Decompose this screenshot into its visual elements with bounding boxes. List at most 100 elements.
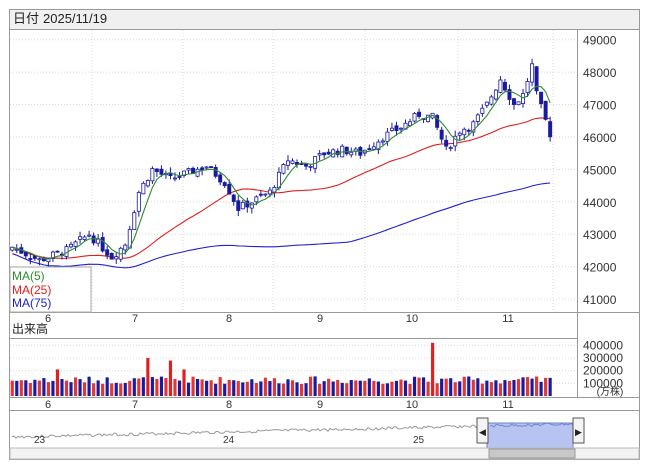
- volume-bar: [372, 380, 376, 396]
- volume-bar: [290, 380, 295, 396]
- candle-body: [502, 81, 507, 91]
- header-bar: [10, 10, 639, 29]
- volume-bar: [119, 383, 123, 396]
- volume-bar: [390, 381, 394, 396]
- price-tick-label: 44000: [583, 196, 617, 210]
- volume-bar: [281, 383, 286, 396]
- candle-body: [159, 168, 164, 175]
- volume-bar: [186, 382, 191, 396]
- volume-bar: [327, 378, 331, 396]
- date-value: 2025/11/19: [43, 11, 107, 26]
- volume-bar: [449, 378, 453, 396]
- candle-body: [290, 160, 295, 164]
- candle-body: [10, 246, 15, 251]
- candle-body: [398, 127, 403, 130]
- navigator-history-line: [11, 424, 489, 439]
- navigator-right-handle[interactable]: [572, 417, 585, 444]
- x-axis-labels: 6 6 7 7 8 8 9 9 10 10 11 11: [45, 313, 514, 411]
- candle-body: [317, 153, 322, 156]
- candle-body: [209, 166, 214, 169]
- candle-body: [521, 93, 526, 104]
- volume-bar: [530, 378, 534, 396]
- navigator-left-handle[interactable]: [476, 417, 489, 444]
- volume-title: 出来高: [12, 321, 48, 336]
- candle-body: [258, 193, 263, 196]
- volume-bar: [159, 376, 164, 396]
- candle-body: [371, 146, 376, 150]
- volume-bar: [137, 378, 141, 396]
- navigator-scrollbar-thumb[interactable]: [488, 448, 576, 459]
- volume-bar: [191, 376, 195, 396]
- candle-body: [240, 201, 245, 210]
- volume-bar: [299, 383, 304, 396]
- volume-bar: [507, 380, 512, 396]
- candle-body: [548, 121, 553, 138]
- volume-bar: [218, 377, 222, 396]
- month-label-volume: 8: [226, 399, 232, 411]
- navigator-scrollbar-track[interactable]: [9, 447, 640, 460]
- volume-bar: [403, 380, 408, 396]
- candle-body: [227, 183, 232, 195]
- candle-body: [394, 125, 399, 132]
- candle-body: [213, 167, 218, 177]
- volume-bar: [313, 376, 317, 396]
- navigator-selection[interactable]: [486, 422, 574, 449]
- volume-bar: [164, 377, 168, 396]
- month-label-volume: 10: [406, 399, 418, 411]
- volume-bar: [516, 379, 521, 396]
- candle-body: [150, 168, 155, 182]
- volume-bar: [345, 383, 349, 396]
- candle-body: [55, 250, 60, 253]
- candle-body: [249, 202, 254, 209]
- volume-bar: [544, 377, 548, 396]
- volume-bar: [318, 383, 322, 396]
- volume-bar: [236, 381, 240, 396]
- candle-body: [254, 196, 259, 203]
- volume-bar: [73, 377, 78, 396]
- month-label-price: 9: [317, 313, 323, 325]
- volume-bar: [15, 380, 19, 396]
- navigator-year-25: 25: [413, 435, 425, 446]
- legend-ma5: MA(5): [12, 269, 45, 283]
- volume-bar: [453, 382, 457, 396]
- price-tick-label: 43000: [583, 228, 617, 242]
- candle-body: [46, 257, 51, 263]
- candle-body: [136, 192, 141, 212]
- volume-bar: [286, 379, 290, 396]
- volume-bar: [223, 383, 227, 396]
- volume-bar: [426, 381, 430, 396]
- volume-bar: [494, 380, 498, 396]
- volume-bar: [10, 380, 14, 396]
- volume-bar: [128, 380, 132, 396]
- candle-body: [78, 236, 83, 240]
- candle-body: [439, 129, 444, 140]
- candle-body: [466, 129, 471, 132]
- volume-bar: [412, 376, 417, 396]
- candle-body: [389, 127, 394, 131]
- volume-bar: [78, 379, 82, 396]
- volume-bar: [385, 383, 390, 396]
- volume-bar: [435, 383, 439, 396]
- navigator[interactable]: ◀ ▶ 23 24 25: [9, 411, 640, 460]
- candle-body: [87, 234, 92, 237]
- candle-body: [453, 135, 458, 147]
- volume-bar: [525, 377, 530, 396]
- price-tick-label: 45000: [583, 163, 617, 177]
- candle-body: [200, 167, 205, 171]
- volume-bar: [182, 369, 186, 396]
- candle-body: [14, 248, 19, 251]
- legend-ma25: MA(25): [12, 283, 51, 297]
- volume-bar: [444, 378, 448, 396]
- candle-body: [471, 121, 476, 133]
- volume-bar: [92, 383, 96, 396]
- volume-bar: [105, 377, 109, 396]
- volume-bar: [263, 377, 267, 396]
- volume-bar: [340, 382, 344, 396]
- volume-bar: [168, 360, 173, 396]
- volume-tick-label: 400000: [583, 338, 623, 352]
- price-panel: 41000 42000 43000 44000 45000 46000 47000 48000…: [9, 30, 639, 313]
- volume-bar: [308, 376, 313, 396]
- candle-body: [525, 81, 530, 93]
- candle-body: [480, 107, 485, 114]
